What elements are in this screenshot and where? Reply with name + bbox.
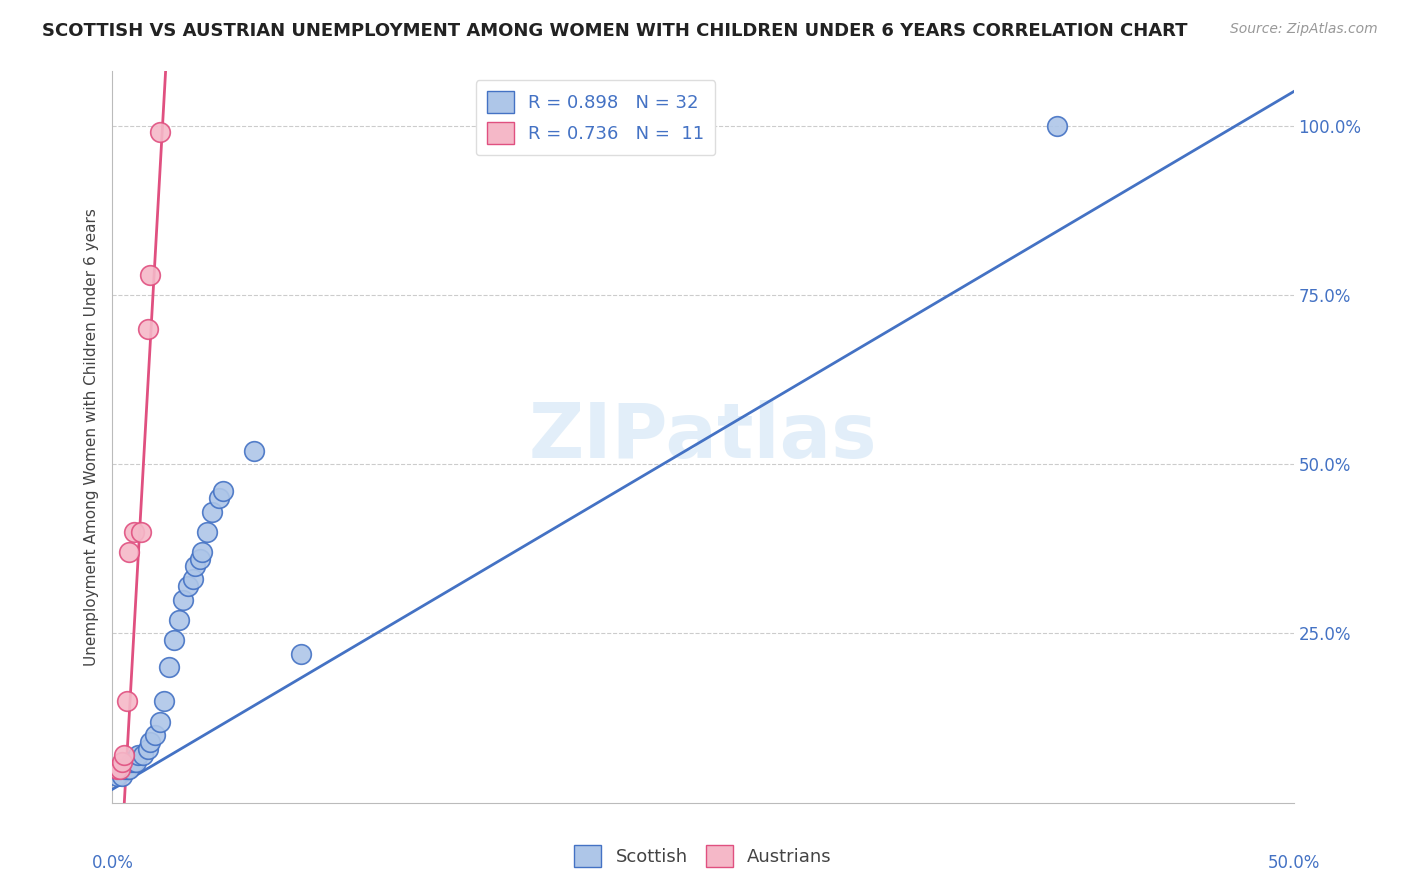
Point bbox=[181, 572, 204, 586]
Legend: Scottish, Austrians: Scottish, Austrians bbox=[567, 838, 839, 874]
Point bbox=[129, 524, 152, 539]
Point bbox=[157, 660, 180, 674]
Text: Source: ZipAtlas.com: Source: ZipAtlas.com bbox=[1230, 22, 1378, 37]
Text: 0.0%: 0.0% bbox=[91, 854, 134, 871]
Point bbox=[149, 714, 172, 729]
Point bbox=[111, 769, 134, 783]
Point bbox=[243, 443, 266, 458]
Point bbox=[112, 748, 135, 763]
Point bbox=[118, 762, 141, 776]
Point bbox=[212, 484, 235, 499]
Point bbox=[111, 755, 134, 769]
Point bbox=[167, 613, 190, 627]
Point bbox=[143, 728, 166, 742]
Point bbox=[112, 762, 135, 776]
Point bbox=[208, 491, 231, 505]
Point bbox=[132, 748, 155, 763]
Point bbox=[122, 755, 145, 769]
Point bbox=[149, 125, 172, 139]
Point bbox=[120, 755, 142, 769]
Point bbox=[163, 633, 186, 648]
Point bbox=[153, 694, 176, 708]
Point bbox=[115, 694, 138, 708]
Point bbox=[127, 748, 149, 763]
Point bbox=[201, 505, 224, 519]
Point bbox=[136, 322, 159, 336]
Text: 50.0%: 50.0% bbox=[1267, 854, 1320, 871]
Point bbox=[177, 579, 200, 593]
Point bbox=[118, 545, 141, 559]
Text: ZIPatlas: ZIPatlas bbox=[529, 401, 877, 474]
Point bbox=[139, 268, 162, 282]
Point bbox=[184, 558, 207, 573]
Point bbox=[188, 552, 211, 566]
Point bbox=[139, 735, 162, 749]
Legend: R = 0.898   N = 32, R = 0.736   N =  11: R = 0.898 N = 32, R = 0.736 N = 11 bbox=[475, 80, 716, 155]
Point bbox=[136, 741, 159, 756]
Point bbox=[105, 769, 128, 783]
Point bbox=[105, 762, 128, 776]
Point bbox=[108, 762, 131, 776]
Point bbox=[191, 545, 214, 559]
Point bbox=[125, 755, 148, 769]
Point bbox=[115, 762, 138, 776]
Point bbox=[108, 762, 131, 776]
Point bbox=[290, 647, 312, 661]
Point bbox=[1046, 119, 1069, 133]
Text: SCOTTISH VS AUSTRIAN UNEMPLOYMENT AMONG WOMEN WITH CHILDREN UNDER 6 YEARS CORREL: SCOTTISH VS AUSTRIAN UNEMPLOYMENT AMONG … bbox=[42, 22, 1188, 40]
Point bbox=[195, 524, 218, 539]
Y-axis label: Unemployment Among Women with Children Under 6 years: Unemployment Among Women with Children U… bbox=[83, 208, 98, 666]
Point bbox=[122, 524, 145, 539]
Point bbox=[172, 592, 194, 607]
